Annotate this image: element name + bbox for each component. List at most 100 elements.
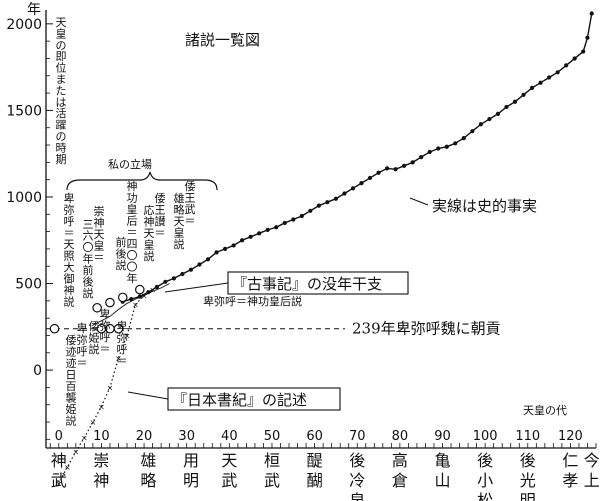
x-tick-label: 80 — [392, 429, 409, 444]
svg-text:年: 年 — [127, 271, 138, 285]
callout-leader — [127, 391, 169, 400]
history-point — [350, 186, 356, 191]
history-point — [129, 297, 134, 302]
svg-text:倉: 倉 — [392, 471, 408, 490]
svg-text:皇: 皇 — [56, 26, 67, 40]
svg-text:後: 後 — [116, 247, 127, 261]
svg-text:活: 活 — [56, 107, 67, 120]
history-point — [333, 196, 339, 201]
svg-text:前: 前 — [116, 235, 127, 249]
svg-text:後: 後 — [83, 275, 94, 289]
svg-text:卑: 卑 — [77, 321, 88, 335]
emperor-label: 亀山 — [435, 451, 451, 490]
history-point — [393, 167, 398, 172]
history-point — [163, 279, 168, 284]
theory-markers — [49, 284, 145, 334]
history-point — [342, 191, 347, 196]
svg-text:ま: ま — [56, 73, 67, 86]
theory-marker — [92, 302, 102, 313]
history-point — [308, 208, 313, 213]
svg-text:躍: 躍 — [56, 119, 67, 132]
x-tick-label: 20 — [136, 429, 153, 444]
svg-text:天: 天 — [144, 227, 155, 240]
x-tick-label: 50 — [264, 429, 281, 444]
svg-text:後: 後 — [349, 451, 365, 470]
history-point — [222, 246, 228, 252]
svg-text:略: 略 — [140, 471, 156, 490]
svg-text:神: 神 — [144, 215, 155, 229]
svg-text:〇: 〇 — [127, 249, 138, 262]
svg-text:天: 天 — [94, 228, 105, 241]
nihonshoki-point: × — [55, 479, 62, 488]
svg-text:説: 説 — [174, 237, 185, 251]
y-tick-label: 2000 — [6, 17, 42, 33]
svg-text:山: 山 — [435, 471, 451, 490]
svg-text:仁: 仁 — [562, 451, 578, 470]
history-point — [444, 144, 449, 149]
svg-text:百: 百 — [66, 380, 77, 393]
svg-text:姫: 姫 — [66, 402, 77, 416]
history-point — [555, 70, 560, 75]
nihonshoki-point: × — [72, 447, 79, 456]
history-point — [240, 238, 245, 243]
theory-label: 卑弥呼＝ — [100, 307, 111, 356]
callout-leader — [409, 197, 429, 206]
svg-text:神: 神 — [94, 216, 105, 230]
svg-text:六: 六 — [83, 230, 94, 243]
svg-text:の: の — [56, 39, 67, 52]
history-point — [257, 231, 262, 236]
svg-text:皇: 皇 — [127, 202, 138, 216]
svg-text:倭: 倭 — [185, 180, 196, 193]
svg-text:説: 説 — [66, 414, 77, 428]
history-point — [180, 271, 185, 277]
history-point — [384, 166, 390, 171]
svg-text:呼: 呼 — [100, 331, 111, 344]
emperor-label: 高倉 — [392, 451, 408, 490]
theory-label: 前後説 — [116, 235, 127, 272]
svg-text:後: 後 — [477, 451, 493, 470]
svg-text:説: 説 — [144, 249, 155, 263]
history-point — [521, 92, 526, 97]
emperor-label: 天武 — [221, 451, 237, 490]
bracket — [66, 171, 218, 191]
history-point — [453, 141, 458, 146]
emperor-label: 後冷泉 — [349, 451, 365, 501]
history-point — [299, 213, 304, 219]
svg-text:今: 今 — [584, 451, 600, 470]
svg-text:天: 天 — [174, 215, 185, 228]
theory-marker — [117, 292, 128, 303]
history-point — [231, 243, 236, 248]
svg-text:＝: ＝ — [155, 227, 166, 240]
svg-text:武: 武 — [221, 471, 237, 490]
x-axis-title: 天皇の代 — [523, 403, 567, 417]
callout-kojiki: 『古事記』の没年干支 — [232, 275, 382, 293]
emperor-label: 後光明 — [520, 451, 536, 501]
theory-marker — [49, 323, 60, 334]
history-point — [572, 56, 577, 61]
svg-text:即: 即 — [56, 50, 67, 63]
svg-text:説: 説 — [64, 295, 75, 309]
history-point — [197, 262, 202, 267]
x-tick-label: 70 — [349, 429, 366, 444]
callout-history: 実線は史的事実 — [432, 197, 537, 215]
history-point — [478, 122, 483, 127]
y-tick-label: 0 — [33, 363, 42, 379]
axes — [45, 10, 596, 449]
svg-text:大: 大 — [64, 260, 75, 274]
history-point — [538, 80, 543, 85]
svg-text:四: 四 — [127, 238, 138, 251]
svg-text:＝: ＝ — [117, 355, 128, 368]
nihonshoki-point: × — [141, 292, 148, 301]
svg-text:応: 応 — [144, 203, 155, 217]
history-point — [495, 111, 501, 116]
svg-text:呼: 呼 — [77, 345, 88, 358]
svg-text:后: 后 — [127, 215, 138, 228]
svg-text:神: 神 — [127, 179, 138, 193]
theory-label: 卑弥呼＝神功皇后説 — [203, 294, 302, 308]
history-point — [461, 136, 466, 141]
